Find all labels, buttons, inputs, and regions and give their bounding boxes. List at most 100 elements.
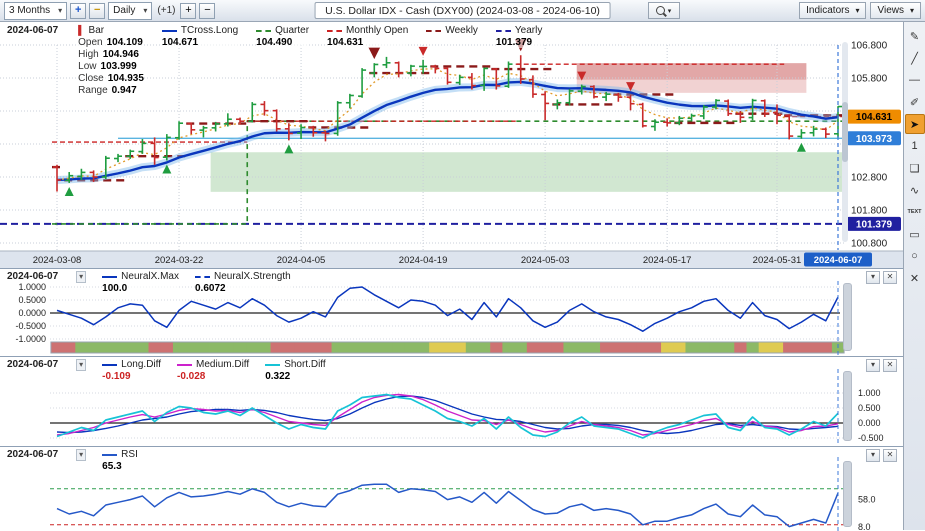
rsi-panel: 58.0 8.0 2024-06-07 ▾ RSI 65.3 ▾ ✕ <box>0 446 903 531</box>
neuralx-chart[interactable]: 1.0000 0.5000 0.0000 -0.5000 -1.0000 <box>0 269 903 357</box>
short-diff-line-icon <box>265 363 281 366</box>
panel-collapse-button[interactable]: ▾ <box>866 449 880 462</box>
pointer-tool-icon[interactable]: ➤ <box>904 114 925 134</box>
chart-scrollbar[interactable] <box>842 42 848 242</box>
period-select[interactable]: Daily ▾ <box>108 1 153 20</box>
panel-scrollbar[interactable] <box>843 283 852 351</box>
pencil-tool-icon[interactable]: ✎ <box>909 30 920 43</box>
svg-text:2024-04-05: 2024-04-05 <box>277 255 326 266</box>
high-value: 104.946 <box>102 49 139 60</box>
svg-text:2024-05-03: 2024-05-03 <box>521 255 570 266</box>
neuralx-max-line-icon <box>102 275 118 278</box>
svg-text:2024-04-19: 2024-04-19 <box>399 255 448 266</box>
open-value: 104.109 <box>106 37 143 48</box>
svg-text:2024-03-08: 2024-03-08 <box>33 255 82 266</box>
panel-close-button[interactable]: ✕ <box>883 449 897 462</box>
panel-collapse-button[interactable]: ▾ <box>866 271 880 284</box>
long-diff-line-icon <box>102 363 118 366</box>
svg-text:-0.5000: -0.5000 <box>15 321 46 331</box>
svg-text:0.0000: 0.0000 <box>18 308 46 318</box>
svg-text:101.379: 101.379 <box>856 219 893 230</box>
weekly-line-icon <box>426 29 442 32</box>
chevron-down-icon: ▾ <box>909 6 914 15</box>
rectangle-tool-icon[interactable]: ▭ <box>909 228 920 241</box>
note-tool-icon[interactable]: ❑ <box>909 162 920 175</box>
period-select-value: Daily <box>113 5 136 16</box>
svg-text:103.973: 103.973 <box>856 134 893 145</box>
neuralx-strength-line-icon <box>194 275 210 278</box>
panel-scrollbar[interactable] <box>843 371 852 441</box>
step-label: (+1) <box>157 5 176 16</box>
neuralx-legend: 2024-06-07 ▾ NeuralX.Max 100.0 NeuralX.S… <box>5 271 291 294</box>
svg-text:1.000: 1.000 <box>858 388 881 398</box>
diff-chart[interactable]: 1.000 0.500 0.000 -0.500 <box>0 357 903 447</box>
horizontal-line-tool-icon[interactable]: — <box>909 74 920 86</box>
svg-text:0.000: 0.000 <box>858 418 881 428</box>
legend-collapse-icon[interactable]: ▾ <box>76 359 87 371</box>
panel-collapse-button[interactable]: ▾ <box>866 359 880 372</box>
zoom-in-button[interactable]: + <box>180 2 197 19</box>
zoom-out-button[interactable]: − <box>199 2 216 19</box>
svg-text:2024-05-17: 2024-05-17 <box>643 255 692 266</box>
close-value: 104.935 <box>107 73 144 84</box>
rsi-legend: 2024-06-07 ▾ RSI 65.3 <box>5 449 138 472</box>
indicators-menu-button[interactable]: Indicators ▾ <box>799 2 867 19</box>
legend-weekly: Weekly <box>426 25 478 37</box>
cursor-date: 2024-06-07 <box>5 271 61 282</box>
legend-monthly-open: Monthly Open 104.631 <box>327 25 409 48</box>
svg-text:100.800: 100.800 <box>851 239 888 250</box>
legend-collapse-icon[interactable]: ▾ <box>76 271 87 283</box>
panel-close-button[interactable]: ✕ <box>883 359 897 372</box>
svg-text:105.800: 105.800 <box>851 74 888 85</box>
wave-tool-icon[interactable]: ∿ <box>909 184 920 197</box>
quarter-line-icon <box>256 29 272 32</box>
svg-text:104.631: 104.631 <box>856 112 893 123</box>
cursor-date: 2024-06-07 <box>5 449 61 460</box>
svg-text:2024-06-07: 2024-06-07 <box>814 255 863 266</box>
bar-legend: ▌ Bar Open 104.109 High 104.946 Low 103.999… <box>78 25 144 96</box>
panel-scrollbar[interactable] <box>843 461 852 527</box>
trendline-tool-icon[interactable]: ╱ <box>911 52 918 65</box>
ellipse-tool-icon[interactable]: ○ <box>911 250 918 262</box>
legend-yearly: Yearly 101.379 <box>495 25 543 48</box>
svg-text:101.800: 101.800 <box>851 206 888 217</box>
legend-tcross: TCross.Long 104.671 <box>161 25 239 48</box>
svg-text:106.800: 106.800 <box>851 41 888 52</box>
price-chart[interactable]: 2024-03-08 2024-03-22 2024-04-05 2024-04-19… <box>0 22 903 268</box>
text-tool-icon[interactable]: TEXT <box>907 209 922 215</box>
fibonacci-tool-icon[interactable]: 1 <box>911 140 918 152</box>
chevron-down-icon: ▾ <box>58 6 63 15</box>
svg-text:0.500: 0.500 <box>858 403 881 413</box>
svg-text:2024-05-31: 2024-05-31 <box>753 255 802 266</box>
chevron-down-icon: ▾ <box>667 7 672 15</box>
svg-text:102.800: 102.800 <box>851 173 888 184</box>
remove-bars-button[interactable]: − <box>89 2 106 19</box>
freehand-tool-icon[interactable]: ✐ <box>909 96 920 109</box>
low-value: 103.999 <box>100 61 137 72</box>
close-tools-icon[interactable]: ✕ <box>909 272 920 285</box>
add-bars-button[interactable]: + <box>70 2 87 19</box>
symbol-search-button[interactable]: ▾ <box>647 2 680 19</box>
neuralx-panel: 1.0000 0.5000 0.0000 -0.5000 -1.0000 2024-06… <box>0 268 903 356</box>
rsi-line-icon <box>102 453 118 456</box>
rsi-chart[interactable]: 58.0 8.0 <box>0 447 903 531</box>
legend-quarter: Quarter 104.490 <box>256 25 310 48</box>
range-select-value: 3 Months <box>9 5 51 16</box>
legend-collapse-icon[interactable]: ▾ <box>76 449 87 461</box>
price-chart-panel: 2024-03-08 2024-03-22 2024-04-05 2024-04-19… <box>0 22 903 268</box>
svg-text:1.0000: 1.0000 <box>18 282 46 292</box>
drawing-tools-sidebar: ✎ ╱ — ✐ ➤ 1 ❑ ∿ TEXT ▭ ○ ✕ <box>903 22 925 530</box>
svg-text:-1.0000: -1.0000 <box>15 334 46 344</box>
chevron-down-icon: ▾ <box>855 6 860 15</box>
svg-text:8.0: 8.0 <box>858 522 871 531</box>
chart-scrollbar-thumb[interactable] <box>842 102 848 162</box>
panel-close-button[interactable]: ✕ <box>883 271 897 284</box>
svg-text:-0.500: -0.500 <box>858 433 884 443</box>
views-menu-button[interactable]: Views ▾ <box>870 2 921 19</box>
tcross-line-icon <box>161 29 177 32</box>
range-select[interactable]: 3 Months ▾ <box>4 1 68 20</box>
svg-text:0.5000: 0.5000 <box>18 295 46 305</box>
bar-series-icon: ▌ <box>78 25 85 35</box>
chart-title: U.S. Dollar IDX - Cash (DXY00) (2024-03-… <box>314 2 611 19</box>
